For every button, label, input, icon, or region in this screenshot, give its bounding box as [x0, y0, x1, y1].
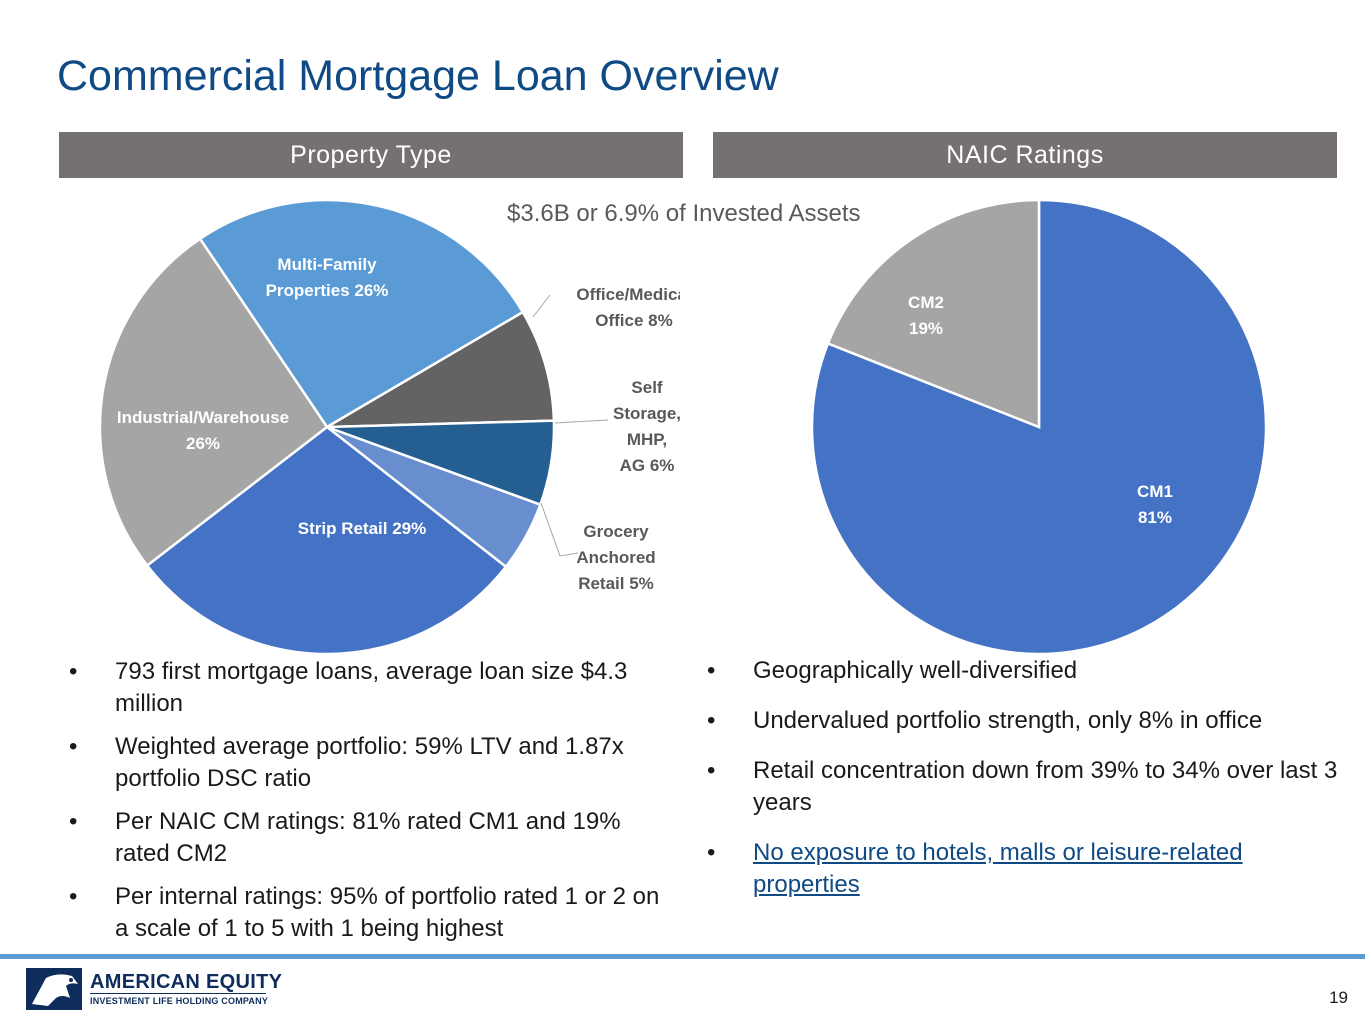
property-type-industrial-warehouse-label: Industrial/Warehouse 26% — [117, 408, 289, 453]
property-type-multi-family-label: Multi-Family Properties 26% — [266, 255, 389, 300]
summary-bullets-left: 793 first mortgage loans, average loan s… — [57, 656, 667, 956]
property-type-grocery-leader-line — [540, 502, 579, 557]
company-name: AMERICAN EQUITY — [90, 971, 283, 993]
bullet-ltv-dsc: Weighted average portfolio: 59% LTV and … — [57, 731, 667, 795]
property-type-office-medical-leader-line — [532, 294, 551, 318]
summary-bullets-right: Geographically well-diversified Underval… — [695, 655, 1355, 919]
bullet-naic-ratings: Per NAIC CM ratings: 81% rated CM1 and 1… — [57, 806, 667, 870]
no-exposure-link[interactable]: No exposure to hotels, malls or leisure-… — [695, 837, 1355, 901]
bullet-retail: Retail concentration down from 39% to 34… — [695, 755, 1355, 819]
naic-ratings-pie-chart: CM1 81% CM2 19% — [810, 198, 1268, 656]
property-type-self-label: Self Storage, MHP, AG 6% — [613, 378, 680, 475]
property-type-office-medical-slice — [326, 310, 556, 429]
property-type-multi-family-slice — [198, 198, 525, 429]
naic-ratings-cm1-slice — [810, 198, 1268, 656]
property-type-industrial-warehouse-slice — [98, 237, 329, 568]
logo-rule — [90, 993, 266, 994]
property-type-grocery-label: Grocery Anchored Retail 5% — [576, 522, 655, 593]
naic-ratings-header: NAIC Ratings — [713, 132, 1337, 178]
company-tagline: INVESTMENT LIFE HOLDING COMPANY — [90, 996, 269, 1006]
property-type-office-medical-label: Office/MedicalOffice 8% — [576, 285, 680, 330]
naic-ratings-cm1-label: CM1 81% — [1137, 482, 1173, 527]
eagle-logo-icon — [26, 968, 82, 1010]
property-type-strip-retail-29-slice — [145, 425, 508, 656]
bullet-office: Undervalued portfolio strength, only 8% … — [695, 705, 1355, 737]
property-type-header: Property Type — [59, 132, 683, 178]
naic-ratings-cm2-label: CM2 19% — [908, 293, 944, 338]
invested-assets-subtitle: $3.6B or 6.9% of Invested Assets — [507, 200, 861, 227]
property-type-strip-retail-29-label: Strip Retail 29% — [298, 519, 427, 538]
bullet-internal-ratings: Per internal ratings: 95% of portfolio r… — [57, 881, 667, 945]
bullet-loan-count: 793 first mortgage loans, average loan s… — [57, 656, 667, 720]
bullet-geography: Geographically well-diversified — [695, 655, 1355, 687]
naic-ratings-cm2-slice — [826, 198, 1041, 429]
footer-divider — [0, 954, 1365, 959]
page-number: 19 — [1329, 988, 1348, 1007]
property-type-self-leader-line — [554, 419, 609, 424]
page-title: Commercial Mortgage Loan Overview — [57, 52, 779, 100]
